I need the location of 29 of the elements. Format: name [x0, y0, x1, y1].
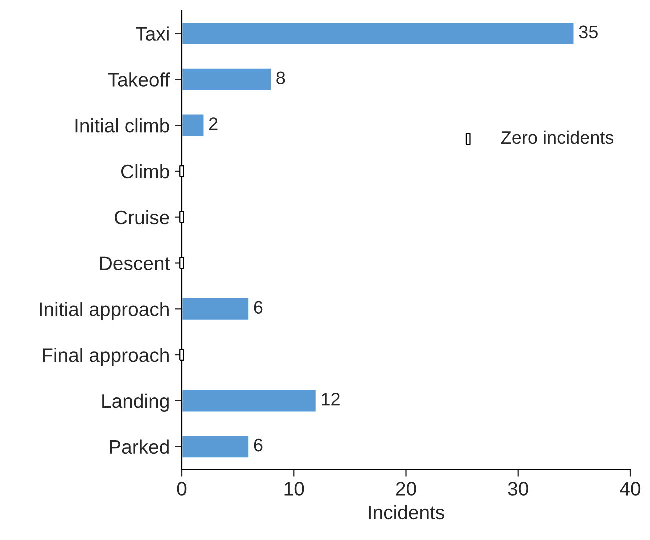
data-label: 6 — [254, 301, 263, 314]
bar — [182, 296, 250, 322]
y-tick-label: Descent — [100, 256, 170, 270]
y-tick-label: Cruise — [114, 210, 170, 225]
data-label: 8 — [276, 72, 286, 84]
y-tick-label: Taxi — [136, 26, 169, 41]
x-tick-label: 40 — [620, 482, 641, 496]
data-label: 12 — [322, 393, 340, 406]
bar — [182, 434, 250, 460]
y-tick-label: Initial approach — [40, 302, 169, 320]
x-tick-label: 30 — [508, 482, 528, 496]
bar — [182, 388, 318, 414]
data-label: 6 — [254, 438, 263, 452]
bar — [182, 22, 576, 46]
x-axis-title: Incidents — [369, 505, 444, 520]
data-label: 35 — [579, 26, 598, 39]
bar — [182, 113, 206, 138]
y-tick-label: Final approach — [43, 348, 169, 366]
x-tick-label: 20 — [396, 482, 416, 496]
data-label: 2 — [210, 118, 218, 130]
bar — [182, 67, 272, 92]
y-tick-label: Climb — [121, 164, 170, 179]
y-tick-label: Parked — [110, 440, 169, 454]
x-tick-label: 0 — [177, 482, 187, 496]
legend-label: Zero incidents — [501, 130, 614, 144]
y-tick-label: Initial climb — [76, 118, 170, 133]
y-tick-label: Landing — [102, 394, 169, 412]
y-tick-label: Takeoff — [108, 72, 170, 87]
x-tick-label: 10 — [284, 482, 304, 496]
